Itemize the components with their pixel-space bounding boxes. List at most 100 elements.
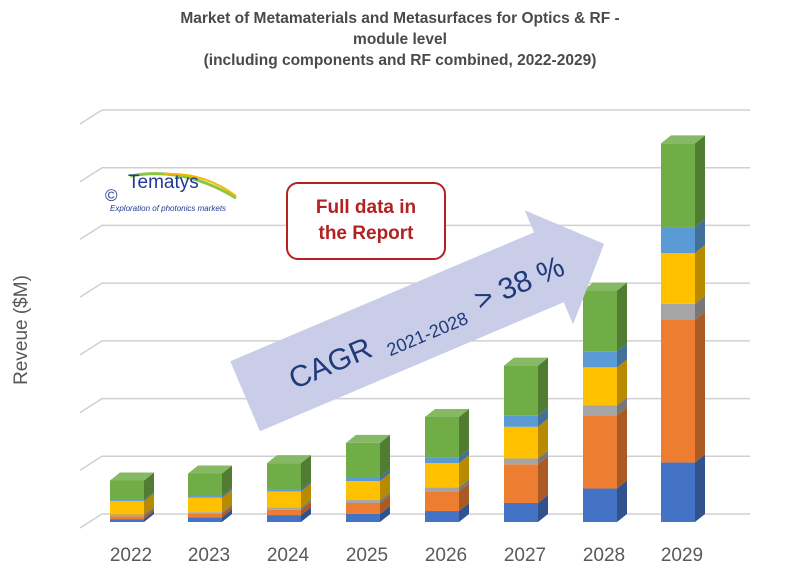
bar-segment: [583, 415, 617, 489]
bar-segment-side: [222, 509, 232, 522]
bar-segment: [110, 480, 144, 501]
bar-segment-side: [459, 455, 469, 488]
gridline: [79, 166, 750, 183]
bar-segment-side: [222, 488, 232, 498]
bar-segment: [267, 489, 301, 492]
bar-segment: [504, 458, 538, 465]
callout-line-2: the Report: [318, 223, 414, 244]
bar-segment-side: [617, 407, 627, 489]
bar-segment: [188, 496, 222, 498]
gridline: [79, 282, 750, 298]
bar-segment: [346, 513, 380, 522]
bar-top: [110, 472, 154, 481]
bar-segment: [504, 502, 538, 522]
bar-segment: [661, 303, 695, 320]
x-tick-label: 2026: [425, 545, 467, 566]
x-tick-label: 2024: [267, 545, 310, 566]
bar-top: [661, 135, 705, 144]
bar-segment: [267, 507, 301, 510]
bar-segment-side: [144, 492, 154, 502]
callout-line-1: Full data in: [315, 197, 417, 218]
bar-segment-side: [617, 480, 627, 522]
bar-segment: [346, 442, 380, 477]
bar-segment-side: [617, 343, 627, 368]
bar-segment: [425, 463, 459, 488]
bar-segment: [583, 367, 617, 406]
full-data-callout: Full data in the Report: [286, 182, 446, 260]
bar-segment: [661, 253, 695, 304]
x-tick-label: 2027: [504, 545, 546, 566]
bar-segment-side: [301, 507, 311, 522]
bar-segment-side: [538, 450, 548, 465]
chart-subtitle: (including components and RF combined, 2…: [203, 52, 597, 69]
x-tick-label: 2025: [346, 545, 388, 566]
x-tick-label: 2023: [188, 545, 230, 566]
bar-segment-side: [222, 465, 232, 497]
bar-segment: [346, 476, 380, 482]
bar-segment: [110, 519, 144, 522]
gridline: [79, 455, 750, 471]
bar-segment: [583, 351, 617, 368]
bar-segment: [188, 517, 222, 522]
bar-segment: [661, 320, 695, 463]
bar-segment-side: [144, 506, 154, 517]
bar-segment-side: [144, 508, 154, 520]
bar-segment: [110, 501, 144, 515]
bar-segment: [267, 491, 301, 508]
chart-title-line-1: Market of Metamaterials and Metasurfaces…: [180, 10, 620, 27]
bar-segment-side: [459, 503, 469, 522]
bar-segment-side: [459, 449, 469, 464]
bar-segment-side: [222, 504, 232, 514]
bar-segment: [267, 515, 301, 522]
bar-segment-side: [459, 408, 469, 458]
bar-segment-side: [538, 456, 548, 503]
bar-segment-side: [617, 359, 627, 406]
bar-segment-side: [380, 505, 390, 522]
bar-segment-side: [695, 312, 705, 463]
logo-swoosh-icon: [129, 172, 237, 200]
logo-name: Tematys: [128, 172, 199, 193]
tematys-logo: © Tematys Exploration of photonics marke…: [96, 170, 256, 230]
bar-top: [188, 465, 232, 474]
copyright-symbol: ©: [105, 186, 118, 205]
chart-title: Market of Metamaterials and Metasurfaces…: [0, 8, 800, 71]
y-axis-label: Reveue ($M): [11, 275, 32, 385]
bar-segment: [583, 290, 617, 352]
bar-segment-side: [695, 135, 705, 228]
bar-segment-side: [380, 468, 390, 482]
bar-segment-side: [380, 492, 390, 503]
bar-segment: [188, 513, 222, 518]
bar-top: [267, 455, 311, 464]
bar-segment-side: [695, 245, 705, 304]
bar-segment-side: [222, 505, 232, 518]
bar-segment: [661, 143, 695, 228]
bar-segment-side: [538, 357, 548, 416]
chart-title-line-2: module level: [353, 31, 447, 48]
bar-segment-side: [380, 473, 390, 501]
bar-segment: [425, 491, 459, 512]
bar-segment-side: [301, 455, 311, 490]
gridline: [79, 109, 750, 125]
bar-segment: [504, 426, 538, 459]
bar-segment: [425, 457, 459, 464]
bar-segment: [661, 227, 695, 254]
bar-segment-side: [380, 434, 390, 477]
bar-segment: [425, 416, 459, 458]
bar-segment-side: [617, 282, 627, 352]
bar-segment-side: [301, 483, 311, 508]
bar-segment: [661, 462, 695, 522]
gridline: [79, 513, 750, 529]
x-tick-label: 2028: [583, 545, 625, 566]
bar-segment-side: [380, 494, 390, 514]
bar-segment: [188, 512, 222, 514]
bar-segment: [110, 516, 144, 520]
bar-segment-side: [695, 219, 705, 254]
x-tick-label: 2022: [110, 545, 152, 566]
bar-top: [346, 434, 390, 443]
bar-segment-side: [695, 454, 705, 522]
bar-segment-side: [144, 493, 154, 515]
bar-segment: [583, 488, 617, 522]
logo-tagline: Exploration of photonics markets: [110, 204, 227, 213]
bar-segment: [346, 502, 380, 514]
